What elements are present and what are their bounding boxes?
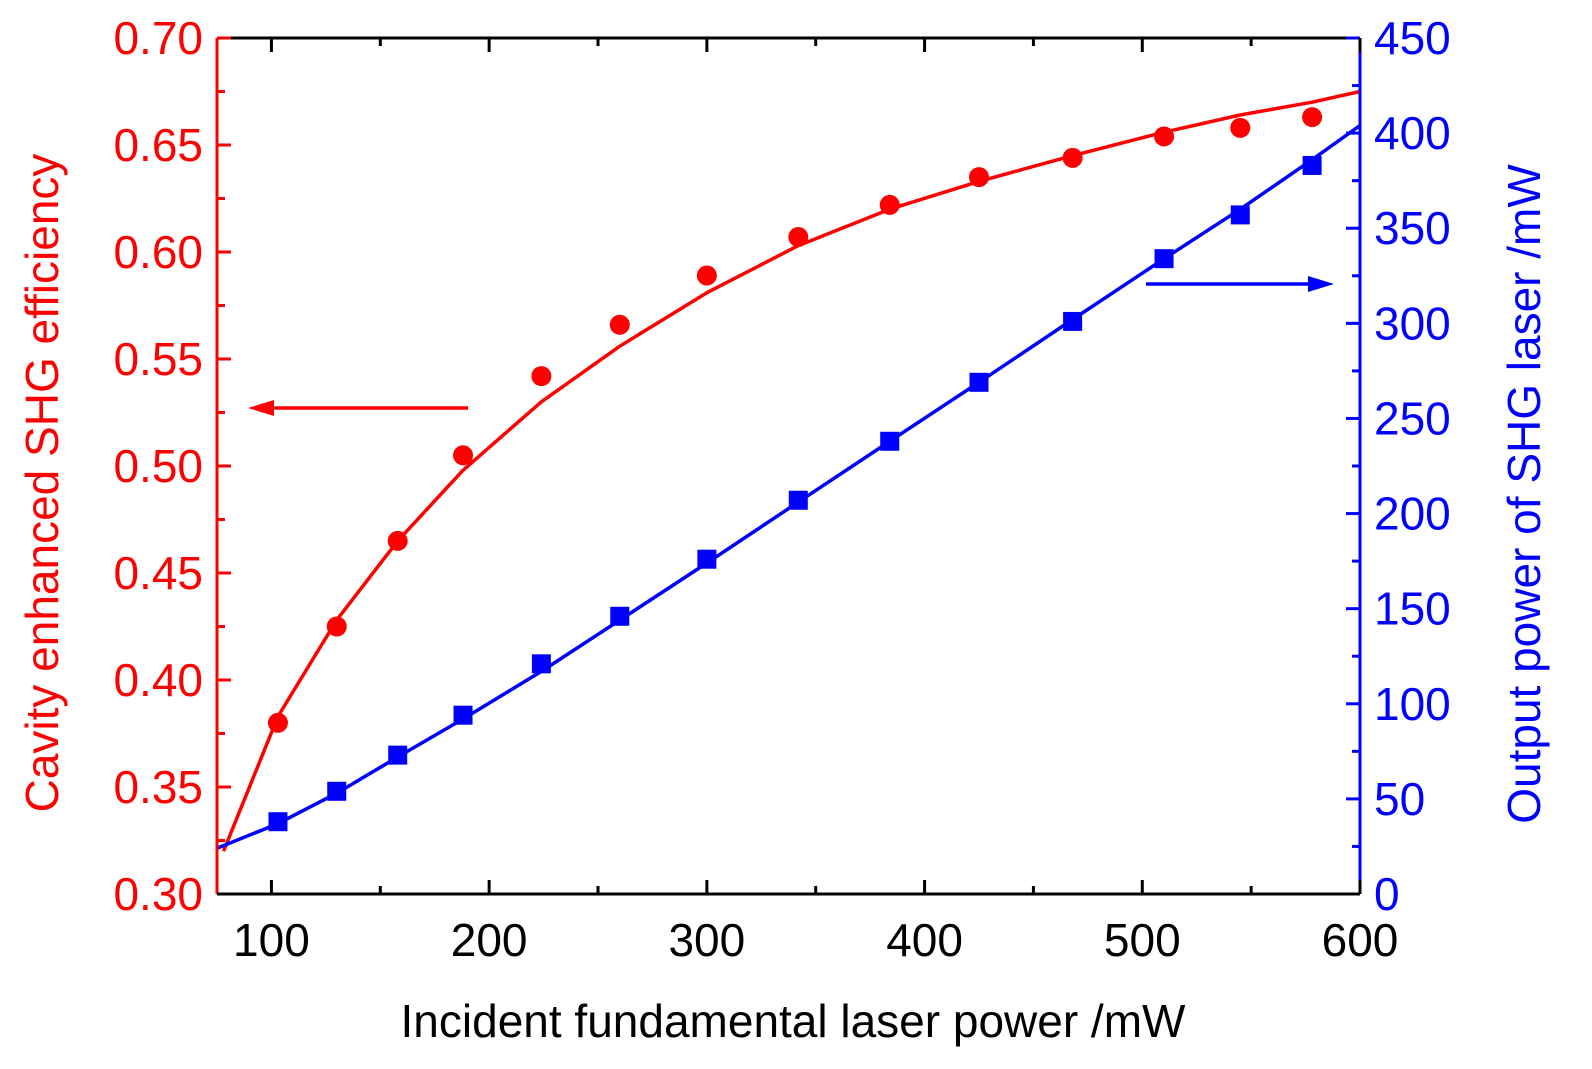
efficiency-point xyxy=(609,314,630,335)
efficiency-point xyxy=(531,366,552,387)
right-tick-label: 250 xyxy=(1374,392,1451,444)
left-tick-label: 0.40 xyxy=(113,654,203,706)
efficiency-point xyxy=(879,194,900,215)
bottom-axis: 100 200 300 400 500 600 xyxy=(217,38,1398,966)
data-markers xyxy=(267,107,1323,832)
output-power-point xyxy=(969,372,989,392)
x-axis-title: Incident fundamental laser power /mW xyxy=(401,995,1187,1047)
x-tick-label: 100 xyxy=(233,914,310,966)
x-tick-label: 400 xyxy=(886,914,963,966)
output-power-point xyxy=(1063,311,1083,331)
efficiency-point xyxy=(969,167,989,188)
right-tick-label: 350 xyxy=(1374,202,1451,254)
efficiency-point xyxy=(1062,147,1083,168)
x-tick-label: 200 xyxy=(451,914,528,966)
right-tick-label: 50 xyxy=(1374,773,1425,825)
left-tick-label: 0.35 xyxy=(113,761,203,813)
efficiency-point xyxy=(326,616,347,637)
efficiency-point xyxy=(788,227,809,248)
right-tick-label: 100 xyxy=(1374,678,1451,730)
efficiency-point xyxy=(1302,107,1323,128)
output-power-fit-line xyxy=(216,124,1362,850)
x-tick-label: 600 xyxy=(1322,914,1399,966)
left-axis-arrowhead xyxy=(248,400,274,416)
efficiency-fit-line xyxy=(221,89,1361,852)
efficiency-point xyxy=(267,712,288,733)
right-tick-label: 450 xyxy=(1374,12,1451,64)
left-tick-label: 0.50 xyxy=(113,440,203,492)
left-tick-label: 0.55 xyxy=(113,333,203,385)
annotations xyxy=(248,276,1334,416)
output-power-point xyxy=(1302,155,1322,175)
plot-area xyxy=(217,38,1360,894)
fit-lines xyxy=(216,89,1362,852)
output-power-point xyxy=(697,549,717,569)
output-power-point xyxy=(388,745,408,765)
right-axis: 0 50 100 150 200 250 300 350 400 450 xyxy=(1346,12,1451,920)
right-tick-label: 150 xyxy=(1374,583,1451,635)
left-axis: 0.30 0.35 0.40 0.45 0.50 0.55 0.60 0.65 0.70 xyxy=(113,12,231,920)
output-power-point xyxy=(531,654,551,674)
right-tick-label: 200 xyxy=(1374,488,1451,540)
output-power-point xyxy=(268,812,288,832)
right-axis-arrowhead xyxy=(1308,276,1334,292)
right-tick-label: 400 xyxy=(1374,107,1451,159)
left-tick-label: 0.30 xyxy=(113,868,203,920)
output-power-point xyxy=(327,781,347,801)
x-tick-label: 300 xyxy=(668,914,745,966)
left-tick-label: 0.45 xyxy=(113,547,203,599)
left-tick-label: 0.70 xyxy=(113,12,203,64)
left-tick-label: 0.65 xyxy=(113,119,203,171)
output-power-point xyxy=(880,431,900,451)
right-tick-label: 0 xyxy=(1374,868,1400,920)
right-y-axis-title: Output power of SHG laser /mW xyxy=(1498,164,1550,824)
x-tick-label: 500 xyxy=(1104,914,1181,966)
left-y-axis-title: Cavity enhanced SHG efficiency xyxy=(16,154,68,813)
output-power-point xyxy=(610,606,630,626)
output-power-point xyxy=(788,490,808,510)
right-tick-label: 300 xyxy=(1374,297,1451,349)
efficiency-point xyxy=(387,530,408,551)
plot-frame xyxy=(217,36,1360,894)
left-tick-label: 0.60 xyxy=(113,226,203,278)
output-power-point xyxy=(1154,249,1174,269)
output-power-point xyxy=(453,705,473,725)
efficiency-point xyxy=(453,445,474,466)
efficiency-point xyxy=(1154,126,1175,147)
output-power-point xyxy=(1230,205,1250,225)
efficiency-point xyxy=(696,265,717,286)
efficiency-point xyxy=(1230,117,1251,138)
